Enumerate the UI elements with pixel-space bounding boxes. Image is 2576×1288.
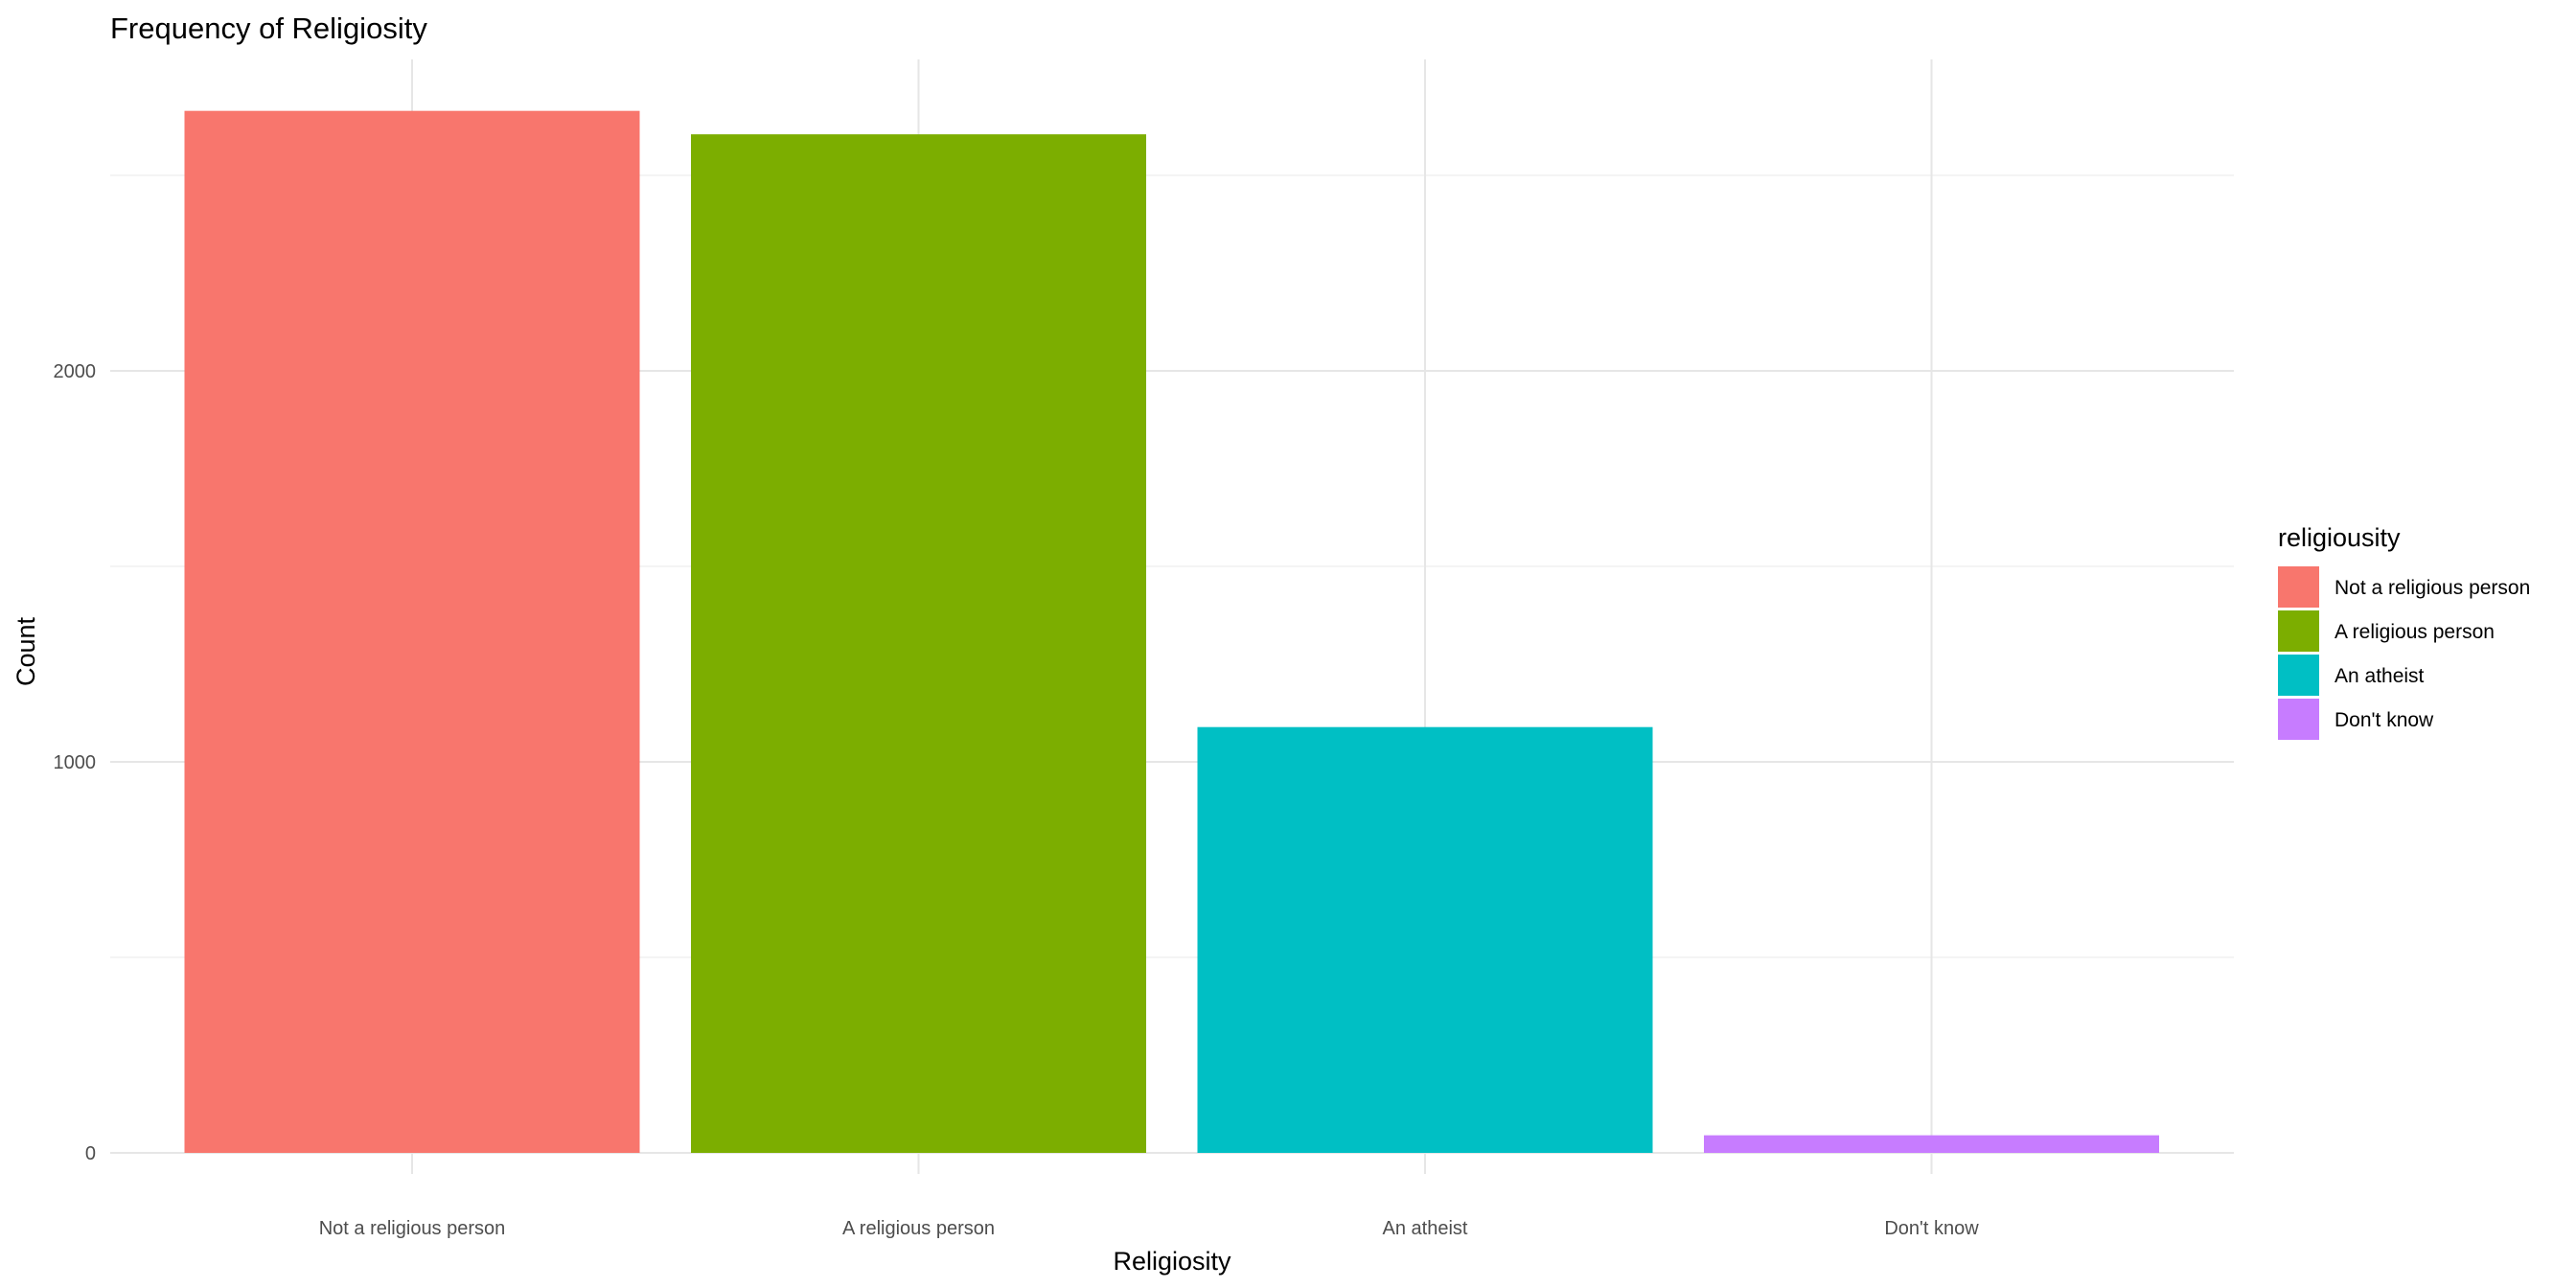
- legend-label: Not a religious person: [2334, 577, 2530, 599]
- bar-3: [1704, 1135, 2159, 1153]
- x-tick-label: Don't know: [1884, 1218, 1979, 1239]
- bar-1: [691, 134, 1146, 1153]
- x-axis-ticks: Not a religious person A religious person…: [319, 1218, 1979, 1239]
- legend-label: An atheist: [2334, 665, 2425, 687]
- legend-key: [2278, 655, 2319, 696]
- legend: religiousity Not a religious person A rel…: [2278, 523, 2530, 740]
- legend-key: [2278, 699, 2319, 740]
- x-tick-label: Not a religious person: [319, 1218, 506, 1239]
- legend-label: A religious person: [2334, 621, 2495, 643]
- y-tick-label: 0: [85, 1143, 96, 1164]
- y-axis-title: Count: [12, 616, 40, 686]
- chart-title: Frequency of Religiosity: [110, 12, 427, 45]
- bars: [184, 110, 2159, 1153]
- x-tick-label: A religious person: [842, 1218, 995, 1239]
- legend-key: [2278, 610, 2319, 652]
- bar-2: [1197, 726, 1653, 1153]
- y-tick-label: 2000: [54, 361, 97, 382]
- x-tick-label: An atheist: [1383, 1218, 1468, 1239]
- x-axis-title: Religiosity: [1113, 1247, 1231, 1276]
- y-axis-ticks: 0 1000 2000: [54, 361, 97, 1164]
- legend-key: [2278, 566, 2319, 608]
- bar-0: [184, 110, 640, 1153]
- y-tick-label: 1000: [54, 752, 97, 773]
- legend-title: religiousity: [2278, 523, 2401, 552]
- legend-label: Don't know: [2334, 709, 2434, 731]
